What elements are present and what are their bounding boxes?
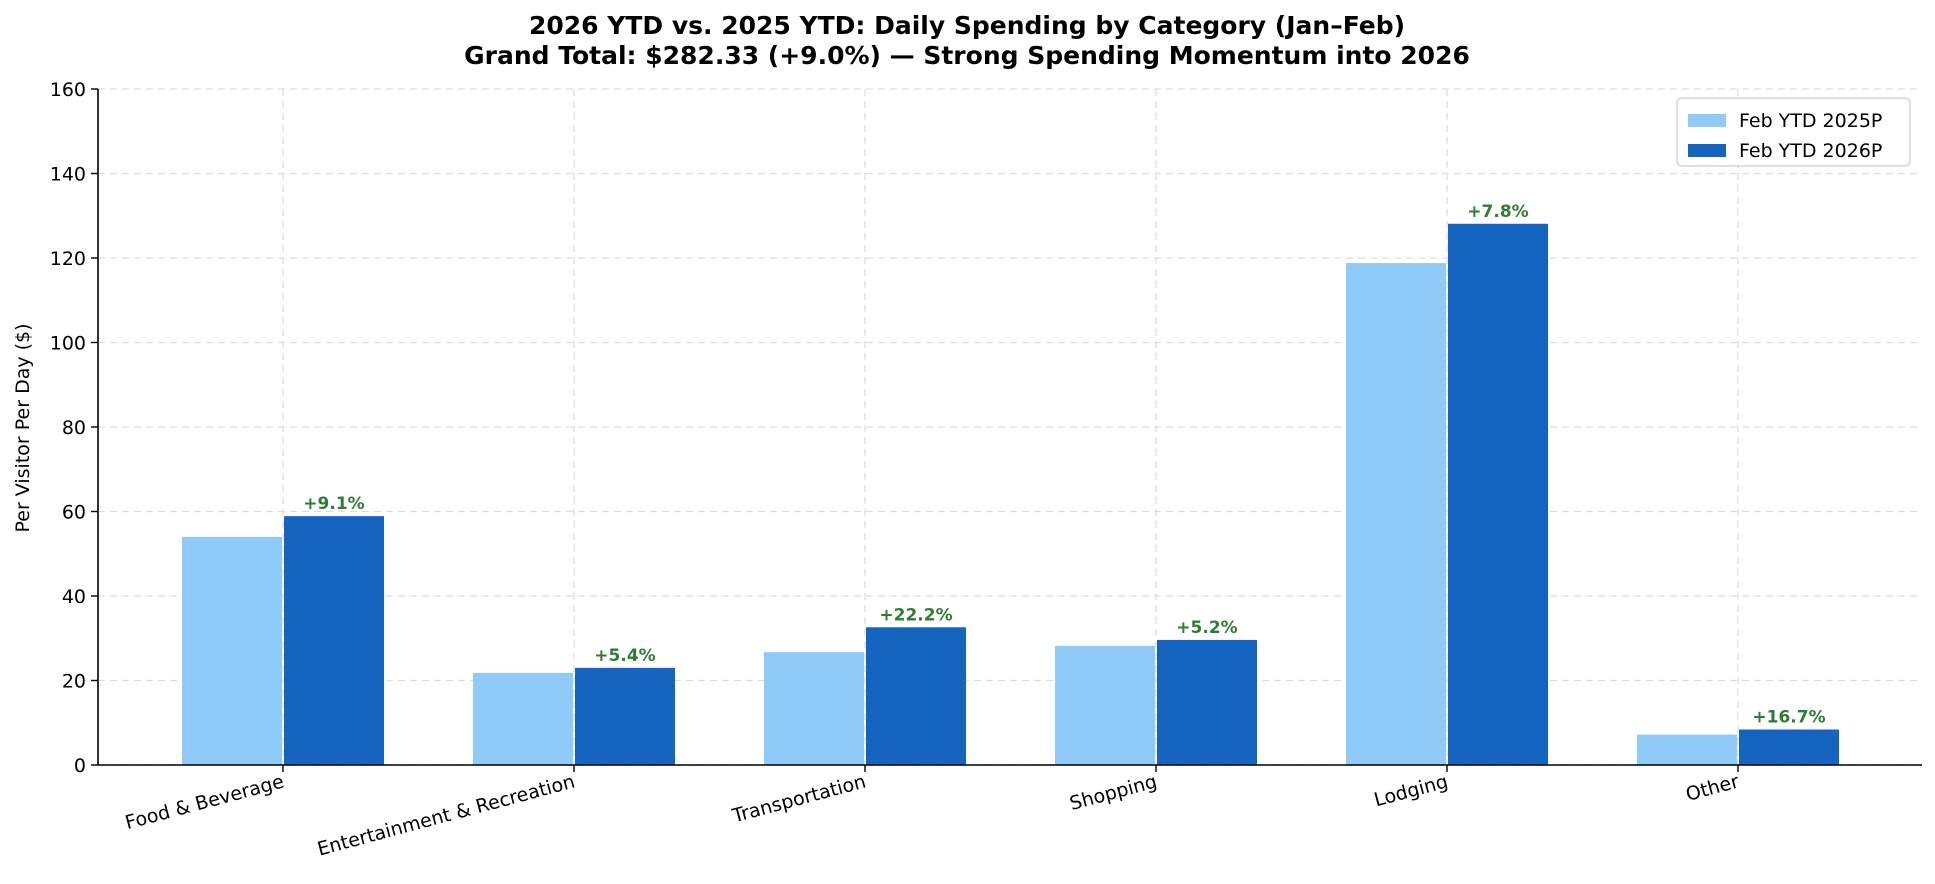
change-label-3: +5.2% (1176, 618, 1237, 638)
change-label-0: +9.1% (303, 494, 364, 514)
bar-series1-2 (764, 652, 864, 765)
y-tick-label-4: 80 (62, 417, 86, 439)
change-label-4: +7.8% (1467, 202, 1528, 222)
bar-series2-3 (1157, 639, 1257, 765)
bar-series2-0 (284, 516, 384, 765)
x-tick-label-2: Transportation (729, 771, 868, 828)
y-tick-label-3: 60 (62, 502, 86, 524)
bar-series2-4 (1448, 223, 1548, 766)
bar-series2-2 (866, 627, 966, 765)
change-label-2: +22.2% (879, 605, 952, 625)
y-tick-label-6: 120 (50, 248, 86, 270)
bar-series1-3 (1055, 645, 1155, 765)
bar-series2-5 (1739, 729, 1839, 765)
y-tick-label-1: 20 (62, 671, 86, 693)
y-tick-label-8: 160 (50, 79, 86, 101)
legend: Feb YTD 2025P Feb YTD 2026P (1676, 97, 1911, 167)
x-tick-label-0: Food & Beverage (123, 771, 286, 835)
y-axis-label: Per Visitor Per Day ($) (12, 323, 34, 532)
legend-frame (1676, 97, 1911, 167)
legend-label-0: Feb YTD 2025P (1739, 110, 1882, 132)
bar-series1-4 (1346, 263, 1446, 765)
bar-series1-5 (1637, 734, 1737, 765)
legend-label-1: Feb YTD 2026P (1739, 140, 1882, 162)
x-tick-label-1: Entertainment & Recreation (315, 771, 577, 861)
legend-swatch-1 (1688, 144, 1726, 157)
x-tick-label-3: Shopping (1067, 771, 1159, 815)
bar-series2-1 (575, 667, 675, 765)
bar-series1-1 (473, 672, 573, 765)
x-tick-label-5: Other (1683, 771, 1741, 806)
bar-series1-0 (182, 536, 282, 765)
change-label-1: +5.4% (594, 646, 655, 666)
y-tick-label-5: 100 (50, 333, 86, 355)
y-tick-label-0: 0 (74, 755, 86, 777)
bars (182, 223, 1839, 766)
y-tick-label-2: 40 (62, 586, 86, 608)
x-tick-label-4: Lodging (1372, 771, 1451, 812)
data-labels: +9.1% +5.4% +22.2% +5.2% +7.8% +16.7% (303, 202, 1825, 728)
chart-title-line1: 2026 YTD vs. 2025 YTD: Daily Spending by… (529, 11, 1405, 40)
chart-title-line2: Grand Total: $282.33 (+9.0%) — Strong Sp… (464, 41, 1470, 70)
change-label-5: +16.7% (1752, 708, 1825, 728)
y-tick-label-7: 140 (50, 164, 86, 186)
legend-swatch-0 (1688, 114, 1726, 127)
grid-lines (98, 88, 1922, 766)
